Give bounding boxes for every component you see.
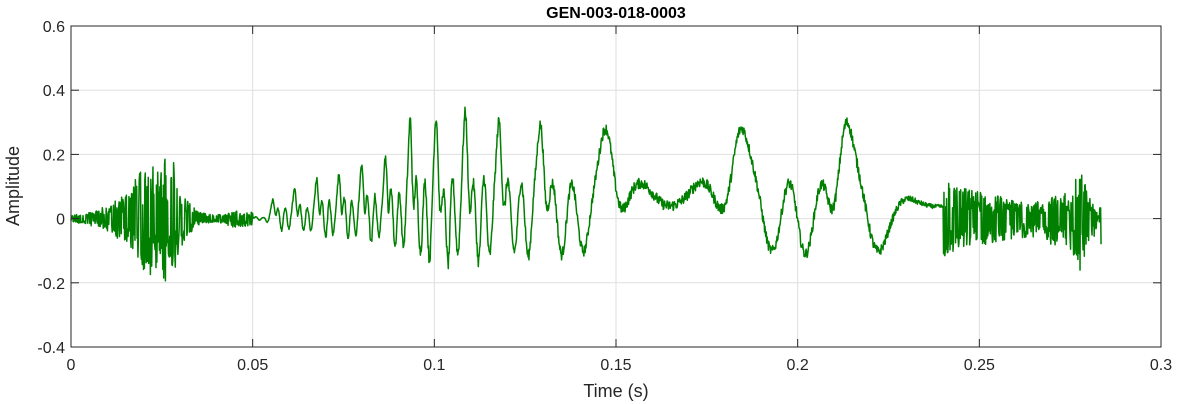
y-axis-label: Amplitude: [3, 146, 23, 226]
x-tick-label: 0.05: [237, 357, 268, 374]
x-tick-label: 0.3: [1150, 357, 1172, 374]
x-tick-label: 0.15: [600, 357, 631, 374]
y-tick-label: 0.6: [43, 19, 65, 36]
series-layer: [70, 106, 1102, 282]
y-tick-label: -0.2: [37, 276, 65, 293]
x-axis-label: Time (s): [583, 381, 648, 401]
x-tick-label: 0.25: [964, 357, 995, 374]
y-tick-label: 0.4: [43, 83, 65, 100]
x-tick-label: 0.1: [423, 357, 445, 374]
y-tick-labels: -0.4 -0.2 0 0.2 0.4 0.6: [37, 19, 65, 357]
x-tick-label: 0: [67, 357, 76, 374]
y-tick-label: -0.4: [37, 340, 65, 357]
axis-ticks: [70, 25, 1162, 348]
x-tick-label: 0.2: [787, 357, 809, 374]
y-tick-label: 0.2: [43, 147, 65, 164]
chart-title: GEN-003-018-0003: [546, 5, 686, 22]
waveform-series-line: [70, 106, 1102, 282]
y-tick-label: 0: [56, 212, 65, 229]
x-tick-labels: 0 0.05 0.1 0.15 0.2 0.25 0.3: [67, 357, 1173, 374]
